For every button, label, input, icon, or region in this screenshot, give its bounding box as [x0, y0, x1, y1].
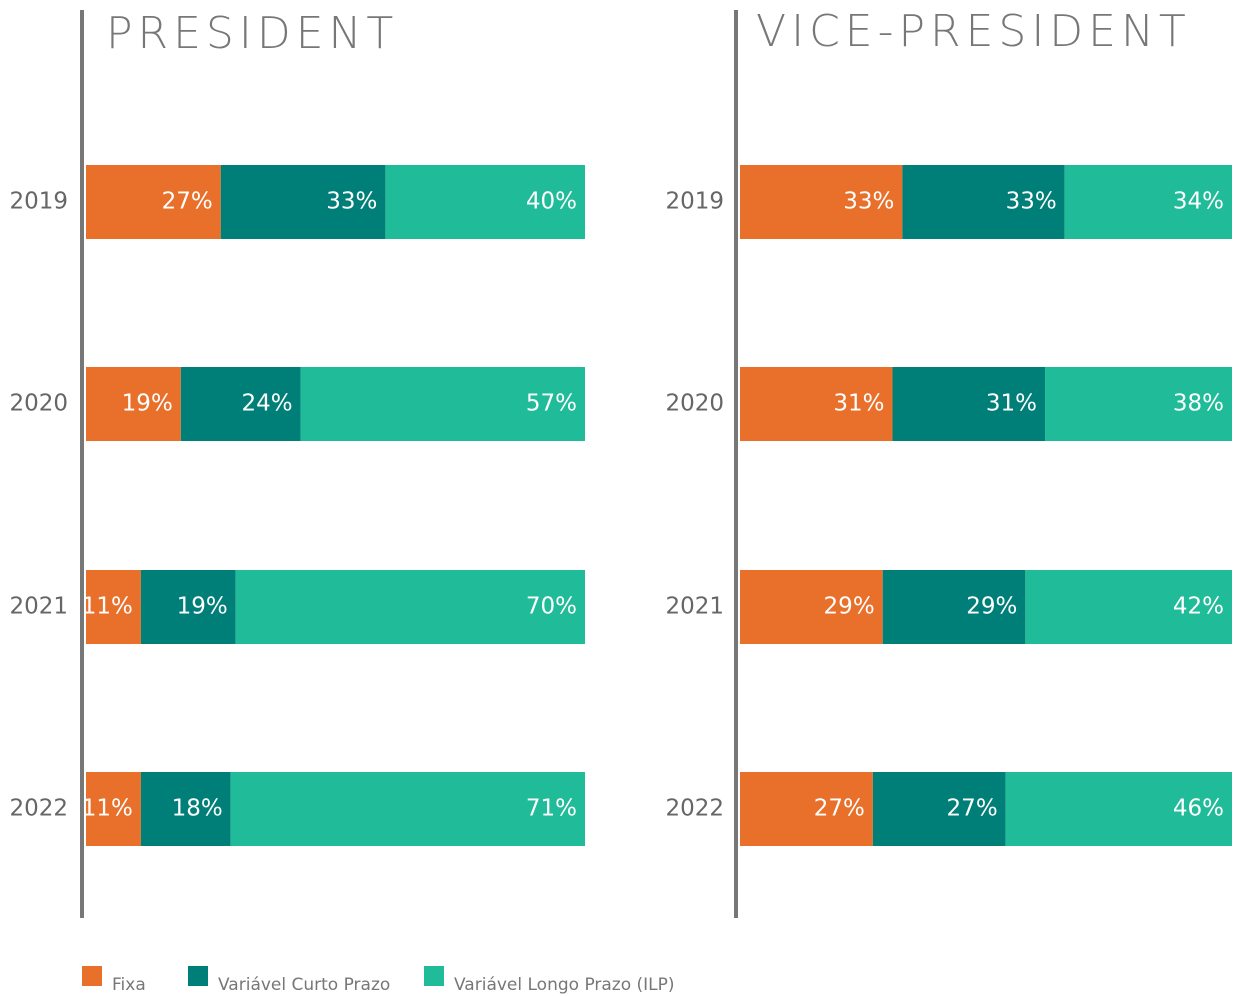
data-label: 24% [241, 391, 292, 417]
bar-segment [872, 772, 1006, 846]
bar-segment [1045, 367, 1232, 441]
bar-segment [740, 165, 903, 239]
data-label: 19% [177, 594, 228, 620]
bar-segment [220, 165, 386, 239]
bar-segment [235, 570, 585, 644]
bar-segment [86, 367, 181, 441]
data-label: 27% [814, 796, 865, 822]
bar-segment [180, 367, 301, 441]
chart-title: PRESIDENT [106, 8, 398, 59]
data-label: 38% [1173, 391, 1224, 417]
bar-segment [1025, 570, 1232, 644]
data-label: 46% [1173, 796, 1224, 822]
y-tick-label: 2019 [665, 189, 724, 215]
data-label: 29% [966, 594, 1017, 620]
data-label: 33% [843, 189, 894, 215]
chart-title: VICE-PRESIDENT [756, 6, 1191, 57]
data-label: 31% [986, 391, 1037, 417]
legend-swatch [424, 966, 444, 986]
bar-segment [882, 570, 1026, 644]
bar-segment [892, 367, 1046, 441]
bar-segment [740, 772, 873, 846]
data-label: 70% [526, 594, 577, 620]
bar-segment [140, 570, 236, 644]
y-tick-label: 2022 [665, 796, 724, 822]
bar-segment [902, 165, 1065, 239]
data-label: 33% [1006, 189, 1057, 215]
bar-segment [86, 772, 141, 846]
legend-label: Fixa [112, 975, 146, 995]
legend-label: Variável Longo Prazo (ILP) [454, 975, 675, 995]
data-label: 27% [162, 189, 213, 215]
legend-swatch [188, 966, 208, 986]
data-label: 27% [947, 796, 998, 822]
bar-segment [86, 165, 221, 239]
y-tick-label: 2022 [9, 796, 68, 822]
bar-segment [230, 772, 585, 846]
y-tick-label: 2020 [665, 391, 724, 417]
bar-segment [140, 772, 231, 846]
data-label: 42% [1173, 594, 1224, 620]
bar-segment [740, 367, 893, 441]
bar-segment [1064, 165, 1232, 239]
data-label: 71% [526, 796, 577, 822]
bar-segment [1005, 772, 1232, 846]
data-label: 40% [526, 189, 577, 215]
y-tick-label: 2021 [9, 594, 68, 620]
data-label: 19% [122, 391, 173, 417]
data-label: 11% [82, 796, 133, 822]
bar-segment [86, 570, 141, 644]
y-tick-label: 2020 [9, 391, 68, 417]
y-tick-label: 2019 [9, 189, 68, 215]
data-label: 29% [824, 594, 875, 620]
data-label: 11% [82, 594, 133, 620]
data-label: 18% [172, 796, 223, 822]
data-label: 34% [1173, 189, 1224, 215]
bar-segment [300, 367, 585, 441]
data-label: 33% [326, 189, 377, 215]
data-label: 31% [833, 391, 884, 417]
legend-swatch [82, 966, 102, 986]
bar-segment [740, 570, 883, 644]
bar-segment [385, 165, 585, 239]
data-label: 57% [526, 391, 577, 417]
y-tick-label: 2021 [665, 594, 724, 620]
legend-label: Variável Curto Prazo [218, 975, 390, 995]
